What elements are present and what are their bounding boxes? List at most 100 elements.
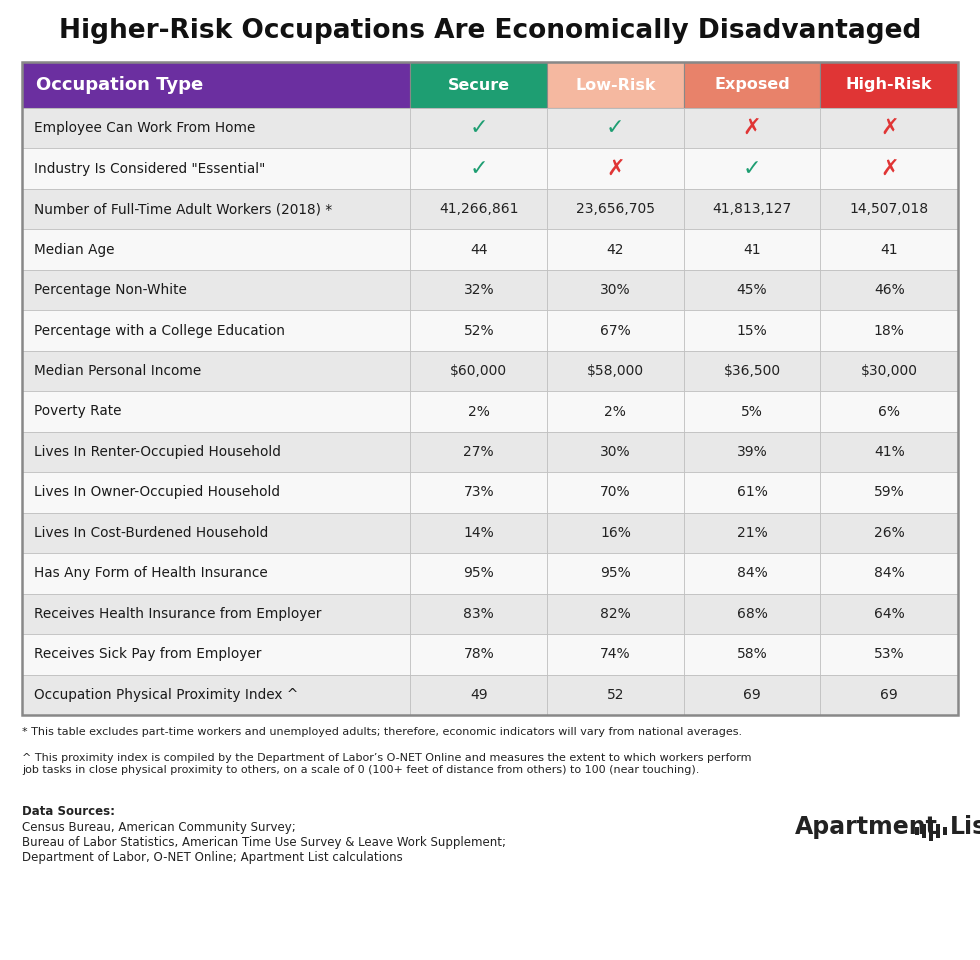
Text: 69: 69 — [743, 687, 760, 702]
Bar — [411, 229, 547, 270]
Bar — [820, 108, 958, 149]
Text: Median Age: Median Age — [34, 243, 115, 256]
Bar — [684, 634, 820, 675]
Bar — [684, 229, 820, 270]
Bar — [915, 827, 919, 835]
Bar — [547, 472, 684, 513]
Bar — [943, 827, 947, 835]
Text: 82%: 82% — [600, 607, 631, 621]
Text: $58,000: $58,000 — [587, 364, 644, 378]
Text: Employee Can Work From Home: Employee Can Work From Home — [34, 121, 256, 135]
Text: Lives In Cost-Burdened Household: Lives In Cost-Burdened Household — [34, 526, 269, 540]
Bar — [22, 310, 411, 350]
Bar — [547, 593, 684, 634]
Bar — [22, 432, 411, 472]
Bar — [411, 350, 547, 392]
Text: 58%: 58% — [737, 647, 767, 661]
Text: 39%: 39% — [737, 445, 767, 459]
Text: 26%: 26% — [874, 526, 905, 540]
Text: 95%: 95% — [600, 566, 631, 581]
Bar — [820, 513, 958, 553]
Bar — [929, 821, 933, 841]
Bar — [684, 553, 820, 593]
Bar — [684, 62, 820, 108]
Text: 14,507,018: 14,507,018 — [850, 203, 929, 216]
Text: 69: 69 — [880, 687, 898, 702]
Text: Percentage with a College Education: Percentage with a College Education — [34, 324, 285, 338]
Text: 59%: 59% — [874, 486, 905, 499]
Bar — [684, 432, 820, 472]
Bar — [22, 472, 411, 513]
Text: ✓: ✓ — [469, 118, 488, 138]
Text: 73%: 73% — [464, 486, 494, 499]
Bar — [820, 472, 958, 513]
Bar — [411, 675, 547, 715]
Bar — [684, 270, 820, 310]
Text: Receives Sick Pay from Employer: Receives Sick Pay from Employer — [34, 647, 262, 661]
Text: ✗: ✗ — [880, 158, 899, 179]
Bar — [820, 392, 958, 432]
Text: 41,266,861: 41,266,861 — [439, 203, 518, 216]
Bar — [22, 634, 411, 675]
Bar — [547, 432, 684, 472]
Text: 74%: 74% — [600, 647, 631, 661]
Text: 61%: 61% — [737, 486, 767, 499]
Bar — [547, 675, 684, 715]
Bar — [820, 270, 958, 310]
Bar — [411, 270, 547, 310]
Text: 84%: 84% — [874, 566, 905, 581]
Bar — [820, 593, 958, 634]
Text: Median Personal Income: Median Personal Income — [34, 364, 201, 378]
Text: $60,000: $60,000 — [450, 364, 508, 378]
Bar — [820, 189, 958, 229]
Text: Number of Full-Time Adult Workers (2018) *: Number of Full-Time Adult Workers (2018)… — [34, 203, 332, 216]
Bar — [820, 432, 958, 472]
Bar — [547, 513, 684, 553]
Text: 44: 44 — [470, 243, 487, 256]
Text: Exposed: Exposed — [714, 78, 790, 92]
Bar — [684, 593, 820, 634]
Bar — [22, 350, 411, 392]
Text: Lives In Owner-Occupied Household: Lives In Owner-Occupied Household — [34, 486, 280, 499]
Text: 15%: 15% — [737, 324, 767, 338]
Text: 68%: 68% — [737, 607, 767, 621]
Text: 16%: 16% — [600, 526, 631, 540]
Bar — [820, 310, 958, 350]
Bar — [547, 229, 684, 270]
Bar — [22, 62, 958, 715]
Bar — [547, 392, 684, 432]
Text: 5%: 5% — [741, 404, 763, 419]
Bar — [547, 310, 684, 350]
Text: 27%: 27% — [464, 445, 494, 459]
Bar — [411, 108, 547, 149]
Text: ✓: ✓ — [469, 158, 488, 179]
Bar — [411, 553, 547, 593]
Text: 41,813,127: 41,813,127 — [712, 203, 792, 216]
Bar — [547, 108, 684, 149]
Bar — [411, 593, 547, 634]
Text: $30,000: $30,000 — [860, 364, 917, 378]
Text: 23,656,705: 23,656,705 — [576, 203, 655, 216]
Bar — [684, 472, 820, 513]
Text: 64%: 64% — [874, 607, 905, 621]
Text: Census Bureau, American Community Survey;
Bureau of Labor Statistics, American T: Census Bureau, American Community Survey… — [22, 821, 506, 864]
Text: Higher-Risk Occupations Are Economically Disadvantaged: Higher-Risk Occupations Are Economically… — [59, 18, 921, 44]
Text: 53%: 53% — [874, 647, 905, 661]
Bar — [22, 189, 411, 229]
Text: 14%: 14% — [464, 526, 494, 540]
Text: Industry Is Considered "Essential": Industry Is Considered "Essential" — [34, 161, 266, 176]
Bar — [684, 350, 820, 392]
Bar — [684, 675, 820, 715]
Bar — [684, 392, 820, 432]
Bar — [820, 350, 958, 392]
Bar — [411, 472, 547, 513]
Bar — [411, 513, 547, 553]
Text: 30%: 30% — [600, 445, 631, 459]
Bar — [22, 108, 411, 149]
Text: 52: 52 — [607, 687, 624, 702]
Text: 49: 49 — [470, 687, 488, 702]
Bar — [22, 593, 411, 634]
Text: * This table excludes part-time workers and unemployed adults; therefore, econom: * This table excludes part-time workers … — [22, 727, 742, 737]
Bar — [684, 513, 820, 553]
Bar — [411, 149, 547, 189]
